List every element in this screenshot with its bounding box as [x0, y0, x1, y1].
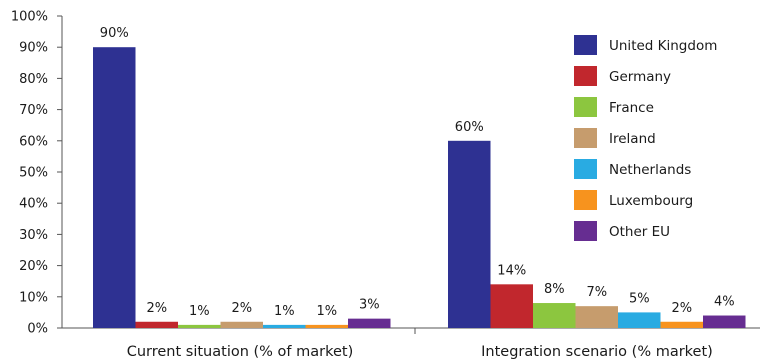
data-label: 1%	[316, 304, 337, 319]
y-tick-label: 20%	[19, 259, 48, 274]
data-label: 2%	[146, 301, 167, 316]
bar	[533, 303, 576, 328]
data-label: 2%	[231, 301, 252, 316]
y-tick-label: 50%	[19, 166, 48, 181]
legend-label: Ireland	[609, 131, 656, 147]
data-label: 1%	[274, 304, 295, 319]
legend-swatch	[574, 35, 597, 55]
x-category-label: Integration scenario (% market)	[481, 344, 713, 360]
y-tick-label: 90%	[19, 41, 48, 56]
data-label: 8%	[544, 282, 565, 297]
legend-swatch	[574, 190, 597, 210]
data-label: 4%	[714, 295, 735, 310]
bar	[575, 306, 618, 328]
legend-swatch	[574, 128, 597, 148]
data-label: 5%	[629, 291, 650, 306]
data-labels: 90% 2% 1% 2% 1% 1% 3% 60% 14% 8% 7% 5% 2% 4%	[100, 26, 735, 319]
legend-label: Other EU	[609, 224, 670, 240]
legend-swatch	[574, 221, 597, 241]
legend-swatch	[574, 66, 597, 86]
legend-label: Luxembourg	[609, 193, 693, 209]
data-label: 14%	[497, 263, 526, 278]
bar	[263, 324, 306, 328]
data-label: 2%	[671, 301, 692, 316]
data-label: 7%	[586, 285, 607, 300]
bar	[703, 315, 746, 328]
legend-swatch	[574, 97, 597, 117]
data-label: 3%	[359, 298, 380, 313]
bar	[305, 324, 348, 328]
y-tick-label: 70%	[19, 103, 48, 118]
bar	[135, 321, 178, 328]
y-tick-label: 80%	[19, 72, 48, 87]
bars	[93, 47, 746, 328]
axes: 0% 10% 20% 30% 40% 50% 60% 70% 80% 90% 100% Current…	[11, 10, 760, 360]
data-label: 60%	[455, 120, 484, 135]
bar	[220, 321, 263, 328]
data-label: 90%	[100, 26, 129, 41]
bar	[660, 321, 703, 328]
y-tick-label: 0%	[27, 322, 48, 337]
bar	[178, 324, 221, 328]
bar	[618, 312, 661, 328]
legend: United Kingdom Germany France Ireland Nether…	[574, 35, 717, 241]
legend-label: Germany	[609, 69, 671, 85]
y-tick-label: 40%	[19, 197, 48, 212]
legend-label: United Kingdom	[609, 38, 717, 54]
bar	[93, 47, 136, 328]
bar	[490, 284, 533, 328]
bar	[448, 140, 491, 328]
data-label: 1%	[189, 304, 210, 319]
y-tick-label: 10%	[19, 290, 48, 305]
bar	[348, 318, 391, 328]
legend-label: Netherlands	[609, 162, 691, 178]
legend-swatch	[574, 159, 597, 179]
y-tick-label: 60%	[19, 134, 48, 149]
y-tick-label: 30%	[19, 228, 48, 243]
x-category-label: Current situation (% of market)	[127, 344, 354, 360]
legend-label: France	[609, 100, 654, 116]
y-tick-label: 100%	[11, 10, 48, 25]
